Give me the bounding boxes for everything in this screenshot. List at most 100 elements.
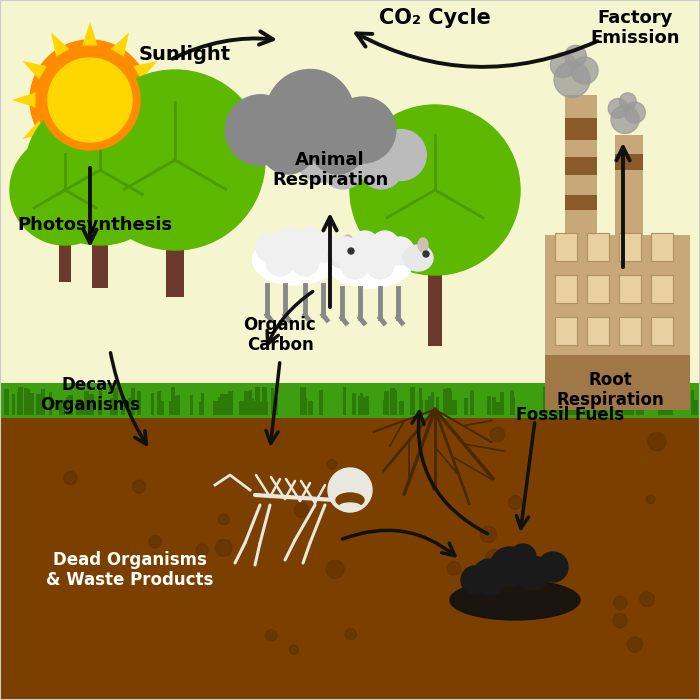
FancyBboxPatch shape <box>308 400 313 414</box>
Circle shape <box>608 99 628 118</box>
FancyBboxPatch shape <box>636 399 639 414</box>
Circle shape <box>10 135 120 245</box>
FancyBboxPatch shape <box>131 389 135 414</box>
FancyBboxPatch shape <box>271 388 274 414</box>
FancyBboxPatch shape <box>496 402 502 414</box>
FancyBboxPatch shape <box>624 393 630 414</box>
FancyBboxPatch shape <box>81 402 85 414</box>
Circle shape <box>216 540 232 557</box>
Circle shape <box>554 62 590 97</box>
Text: Animal
Respiration: Animal Respiration <box>272 150 388 190</box>
FancyBboxPatch shape <box>201 393 204 414</box>
Bar <box>587 232 609 260</box>
Circle shape <box>266 630 277 641</box>
FancyBboxPatch shape <box>259 402 265 414</box>
FancyBboxPatch shape <box>352 393 356 414</box>
Circle shape <box>326 108 394 176</box>
FancyBboxPatch shape <box>25 395 30 414</box>
FancyBboxPatch shape <box>137 402 141 414</box>
Ellipse shape <box>253 235 337 285</box>
FancyBboxPatch shape <box>639 394 644 414</box>
FancyBboxPatch shape <box>262 387 267 414</box>
FancyBboxPatch shape <box>4 389 9 414</box>
FancyBboxPatch shape <box>465 402 468 414</box>
Circle shape <box>508 496 522 510</box>
Bar <box>565 195 597 209</box>
FancyBboxPatch shape <box>542 388 548 414</box>
FancyBboxPatch shape <box>84 391 89 414</box>
Circle shape <box>366 251 394 279</box>
FancyBboxPatch shape <box>599 392 603 414</box>
FancyBboxPatch shape <box>419 388 422 414</box>
FancyBboxPatch shape <box>352 402 356 414</box>
Bar <box>428 216 442 346</box>
Ellipse shape <box>450 580 580 620</box>
FancyBboxPatch shape <box>393 390 398 414</box>
Ellipse shape <box>339 503 361 511</box>
Circle shape <box>341 491 358 509</box>
FancyBboxPatch shape <box>160 401 164 414</box>
FancyBboxPatch shape <box>239 400 244 414</box>
FancyBboxPatch shape <box>447 389 451 414</box>
Bar <box>651 232 673 260</box>
FancyBboxPatch shape <box>121 395 125 414</box>
Text: Sunlight: Sunlight <box>139 46 231 64</box>
Polygon shape <box>83 22 98 46</box>
Bar <box>619 274 641 302</box>
FancyBboxPatch shape <box>597 398 601 414</box>
FancyBboxPatch shape <box>664 387 670 414</box>
FancyBboxPatch shape <box>12 394 15 414</box>
Circle shape <box>30 40 150 160</box>
FancyBboxPatch shape <box>169 401 175 414</box>
FancyBboxPatch shape <box>630 393 634 414</box>
Circle shape <box>85 70 265 250</box>
Circle shape <box>328 468 372 512</box>
Bar <box>565 118 597 139</box>
Circle shape <box>423 251 429 257</box>
Circle shape <box>516 556 550 590</box>
Circle shape <box>196 544 209 556</box>
FancyBboxPatch shape <box>358 395 361 414</box>
FancyBboxPatch shape <box>84 397 90 414</box>
Circle shape <box>295 128 349 182</box>
Bar <box>0 0 700 410</box>
Text: Photosynthesis: Photosynthesis <box>18 216 173 234</box>
FancyBboxPatch shape <box>361 398 367 414</box>
Circle shape <box>461 566 489 594</box>
FancyBboxPatch shape <box>109 398 114 414</box>
FancyBboxPatch shape <box>596 398 599 414</box>
FancyBboxPatch shape <box>572 393 577 414</box>
FancyBboxPatch shape <box>176 395 180 414</box>
FancyBboxPatch shape <box>426 400 428 414</box>
Circle shape <box>345 629 356 640</box>
Polygon shape <box>22 61 47 79</box>
FancyBboxPatch shape <box>491 397 496 414</box>
Polygon shape <box>51 32 69 57</box>
FancyBboxPatch shape <box>220 394 226 414</box>
FancyBboxPatch shape <box>510 397 514 414</box>
FancyBboxPatch shape <box>594 392 599 414</box>
Circle shape <box>351 231 379 259</box>
FancyBboxPatch shape <box>431 392 434 414</box>
FancyBboxPatch shape <box>428 395 432 414</box>
FancyBboxPatch shape <box>244 391 250 414</box>
FancyBboxPatch shape <box>446 391 452 414</box>
FancyBboxPatch shape <box>693 400 698 414</box>
FancyBboxPatch shape <box>573 389 575 414</box>
FancyBboxPatch shape <box>300 387 306 414</box>
Text: Dead Organisms
& Waste Products: Dead Organisms & Waste Products <box>46 551 214 589</box>
Ellipse shape <box>343 235 353 249</box>
Polygon shape <box>144 92 168 108</box>
FancyBboxPatch shape <box>487 396 491 414</box>
Polygon shape <box>83 155 98 178</box>
FancyBboxPatch shape <box>151 393 154 414</box>
FancyBboxPatch shape <box>383 400 389 414</box>
Bar <box>166 187 184 297</box>
Polygon shape <box>111 32 129 57</box>
Polygon shape <box>12 92 36 108</box>
FancyBboxPatch shape <box>272 398 278 414</box>
FancyBboxPatch shape <box>614 398 619 414</box>
Circle shape <box>510 544 536 570</box>
Circle shape <box>330 97 396 163</box>
FancyBboxPatch shape <box>99 390 102 414</box>
